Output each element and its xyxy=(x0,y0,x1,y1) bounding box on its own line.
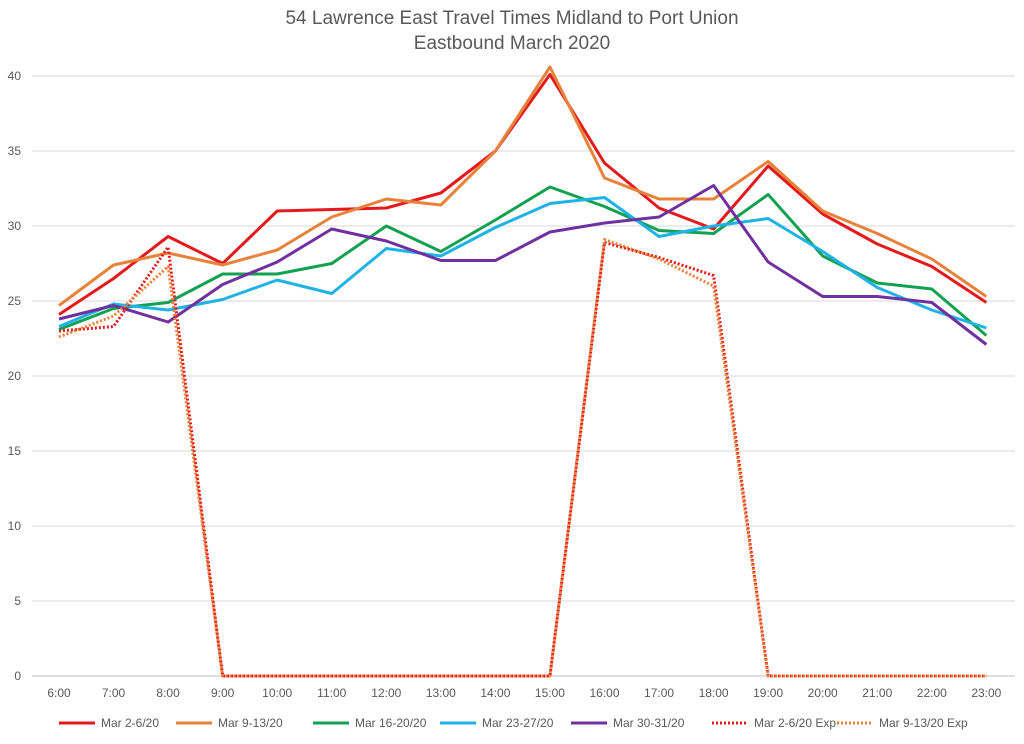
y-tick-label: 10 xyxy=(8,519,22,533)
x-tick-label: 7:00 xyxy=(102,686,126,700)
x-tick-label: 12:00 xyxy=(371,686,401,700)
x-tick-label: 21:00 xyxy=(862,686,892,700)
series-lines xyxy=(58,65,988,678)
x-tick-label: 22:00 xyxy=(917,686,947,700)
x-tick-label: 6:00 xyxy=(47,686,71,700)
y-tick-label: 35 xyxy=(8,144,22,158)
chart-subtitle: Eastbound March 2020 xyxy=(413,33,611,54)
legend-label: Mar 30-31/20 xyxy=(613,716,685,730)
series-line-mar-30-31-20 xyxy=(58,184,988,346)
x-tick-label: 15:00 xyxy=(535,686,565,700)
series-line-mar-16-20-20 xyxy=(58,185,988,337)
y-tick-label: 15 xyxy=(8,444,22,458)
x-tick-label: 18:00 xyxy=(699,686,729,700)
x-tick-label: 19:00 xyxy=(753,686,783,700)
x-tick-label: 10:00 xyxy=(262,686,292,700)
x-tick-label: 17:00 xyxy=(644,686,674,700)
x-tick-label: 20:00 xyxy=(808,686,838,700)
legend-label: Mar 23-27/20 xyxy=(482,716,554,730)
legend-label: Mar 9-13/20 xyxy=(218,716,283,730)
x-tick-label: 14:00 xyxy=(480,686,510,700)
y-axis-tick-labels: 0 5 10 15 20 25 30 35 40 xyxy=(8,69,22,683)
x-axis-tick-labels: 6:00 7:00 8:00 9:00 10:00 11:00 12:00 13:00 14:0… xyxy=(47,686,1001,700)
series-line-mar-2-6-20 xyxy=(58,73,988,316)
series-line-mar-9-13-20-exp xyxy=(58,238,987,678)
legend: Mar 2-6/20 Mar 9-13/20 Mar 16-20/20 Mar 23-… xyxy=(59,716,968,730)
y-tick-label: 25 xyxy=(8,294,22,308)
legend-label: Mar 2-6/20 Exp xyxy=(754,716,836,730)
series-line-mar-23-27-20 xyxy=(58,196,987,330)
y-tick-label: 40 xyxy=(8,69,22,83)
legend-label: Mar 9-13/20 Exp xyxy=(879,716,968,730)
x-tick-label: 9:00 xyxy=(211,686,235,700)
x-tick-label: 8:00 xyxy=(156,686,180,700)
series-line-mar-2-6-20-exp xyxy=(58,241,987,678)
y-tick-label: 30 xyxy=(8,219,22,233)
x-tick-label: 23:00 xyxy=(971,686,1001,700)
y-tick-label: 20 xyxy=(8,369,22,383)
x-tick-label: 16:00 xyxy=(589,686,619,700)
series-line-mar-9-13-20 xyxy=(58,65,988,307)
chart-title-block: 54 Lawrence East Travel Times Midland to… xyxy=(0,6,1024,56)
x-tick-label: 13:00 xyxy=(426,686,456,700)
legend-label: Mar 16-20/20 xyxy=(355,716,427,730)
y-tick-label: 5 xyxy=(14,594,21,608)
gridlines xyxy=(32,75,1015,677)
y-tick-label: 0 xyxy=(14,669,21,683)
legend-label: Mar 2-6/20 xyxy=(101,716,159,730)
chart-title: 54 Lawrence East Travel Times Midland to… xyxy=(285,8,739,29)
x-tick-label: 11:00 xyxy=(317,686,346,700)
